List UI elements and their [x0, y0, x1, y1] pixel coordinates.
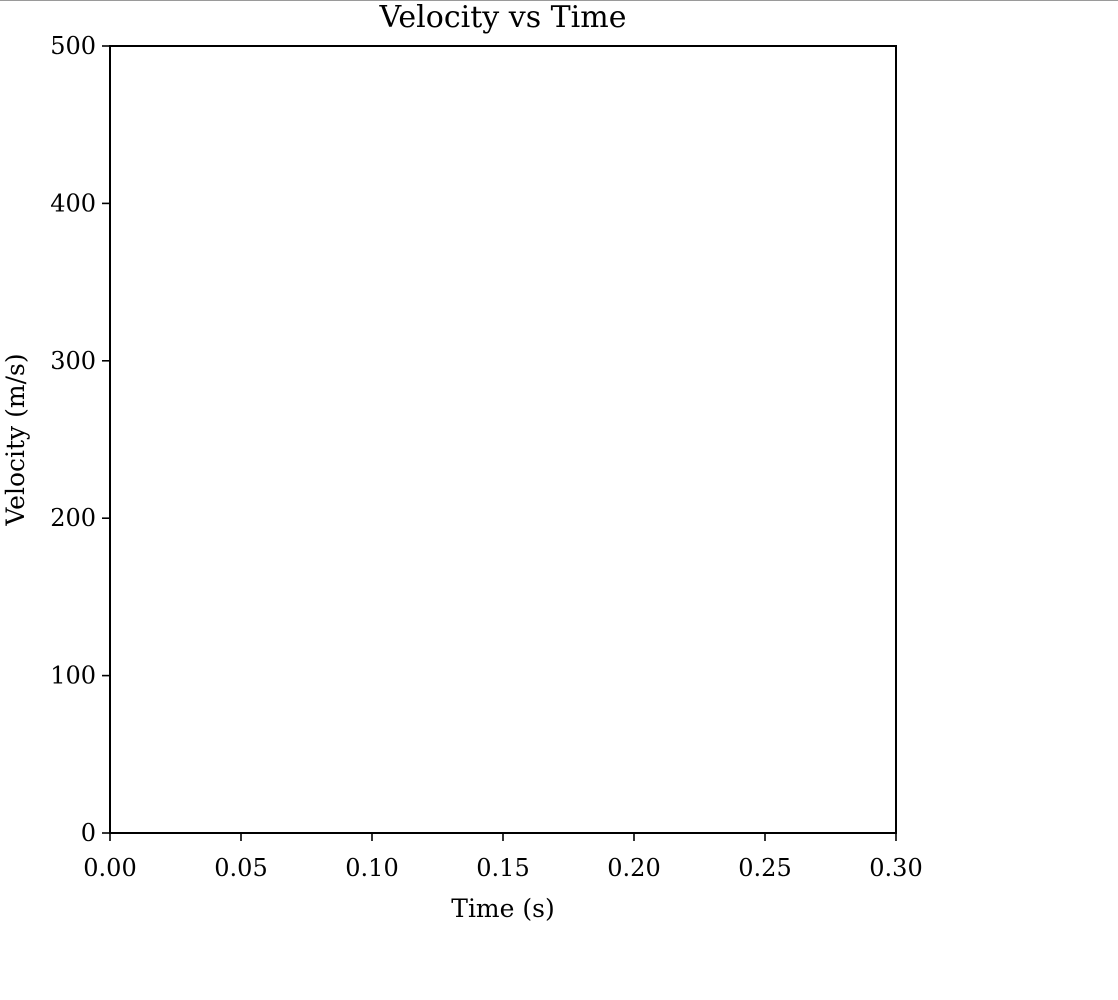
x-tick-label: 0.15: [476, 854, 529, 882]
x-axis-label: Time (s): [451, 894, 554, 923]
y-axis-ticks: 0 100 200 300 400 500: [50, 32, 110, 847]
y-tick-label: 400: [50, 189, 96, 217]
x-axis-ticks: 0.00 0.05 0.10 0.15 0.20 0.25 0.30: [83, 833, 923, 882]
y-tick-label: 300: [50, 347, 96, 375]
x-tick-label: 0.00: [83, 854, 136, 882]
chart-title: Velocity vs Time: [379, 0, 627, 35]
y-tick-label: 200: [50, 504, 96, 532]
window-top-border: [0, 0, 1118, 1]
x-tick-label: 0.20: [607, 854, 660, 882]
y-tick-label: 0: [81, 819, 96, 847]
x-tick-label: 0.10: [345, 854, 398, 882]
x-tick-label: 0.05: [214, 854, 267, 882]
x-tick-label: 0.30: [869, 854, 922, 882]
plot-area-frame: [109, 45, 897, 834]
y-axis-label: Velocity (m/s): [1, 353, 30, 526]
x-tick-label: 0.25: [738, 854, 791, 882]
y-tick-label: 500: [50, 32, 96, 60]
y-tick-label: 100: [50, 662, 96, 690]
